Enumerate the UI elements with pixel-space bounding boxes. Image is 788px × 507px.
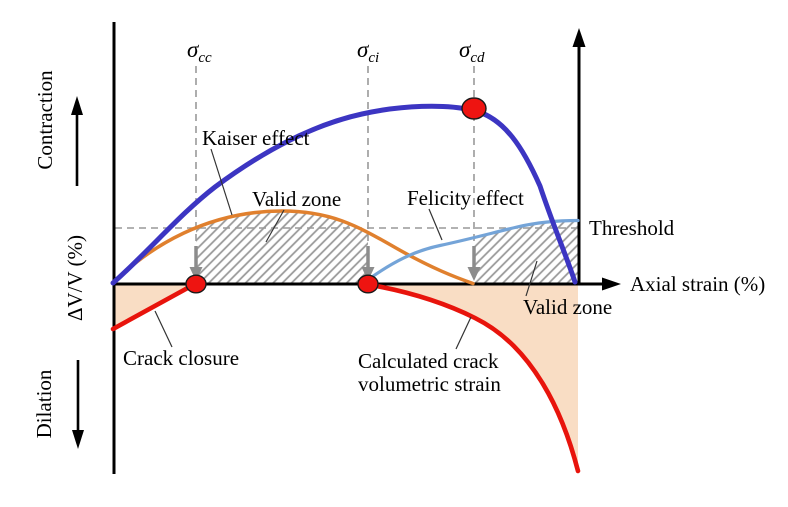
dilation-arrowhead xyxy=(72,430,84,449)
total-volumetric-strain-curve xyxy=(110,103,578,286)
valid-zone-lower-label: Valid zone xyxy=(523,295,612,319)
right-axis-arrowhead xyxy=(572,28,586,47)
sigma-cd-drop-arrow xyxy=(467,246,481,281)
crack-closure-pointer-line xyxy=(154,310,173,348)
x-axis-arrowhead xyxy=(602,277,621,291)
sigma-cd-point xyxy=(461,97,487,120)
crack-closure-line xyxy=(110,282,197,332)
valid-zone-lower-hatch xyxy=(474,220,578,284)
dilation-fill-region xyxy=(370,284,578,471)
calculated-crack-pointer-line xyxy=(455,316,472,350)
kaiser-effect-pointer-line xyxy=(210,148,233,216)
calculated-crack-label: Calculated crack volumetric strain xyxy=(358,349,504,396)
sigma-ci-label: σci xyxy=(357,37,379,66)
crack-closure-label: Crack closure xyxy=(123,346,239,370)
felicity-ae-curve xyxy=(367,218,580,281)
threshold-label: Threshold xyxy=(589,216,675,240)
kaiser-ae-curve xyxy=(111,209,475,286)
dilation-arrow xyxy=(72,360,84,449)
kaiser-effect-label: Kaiser effect xyxy=(202,126,310,150)
sigma-cc-point xyxy=(185,274,207,294)
felicity-effect-label: Felicity effect xyxy=(407,186,524,210)
valid-zone-upper-pointer-line xyxy=(265,209,285,243)
sigma-cc-drop-arrowhead xyxy=(189,267,203,281)
valid-zone-upper-hatch xyxy=(196,211,368,284)
x-axis-label: Axial strain (%) xyxy=(630,272,765,296)
sigma-cc-label: σcc xyxy=(187,37,212,66)
felicity-effect-pointer-line xyxy=(428,208,443,241)
sigma-ci-drop-arrowhead xyxy=(361,267,375,281)
sigma-cd-label: σcd xyxy=(459,37,485,66)
contraction-arrow xyxy=(71,96,83,186)
y-axis-label: ΔV/V (%) xyxy=(63,235,87,321)
sigma-cc-drop-arrow xyxy=(189,246,203,281)
dilation-label: Dilation xyxy=(32,369,56,438)
contraction-label: Contraction xyxy=(33,70,57,170)
valid-zone-lower-pointer-line xyxy=(525,260,538,297)
contraction-arrowhead xyxy=(71,96,83,115)
valid-zone-upper-label: Valid zone xyxy=(252,187,341,211)
sigma-ci-drop-arrow xyxy=(361,246,375,281)
sigma-ci-point xyxy=(357,274,379,294)
crack-volumetric-strain-curve xyxy=(368,282,581,474)
sigma-cd-drop-arrowhead xyxy=(467,267,481,281)
